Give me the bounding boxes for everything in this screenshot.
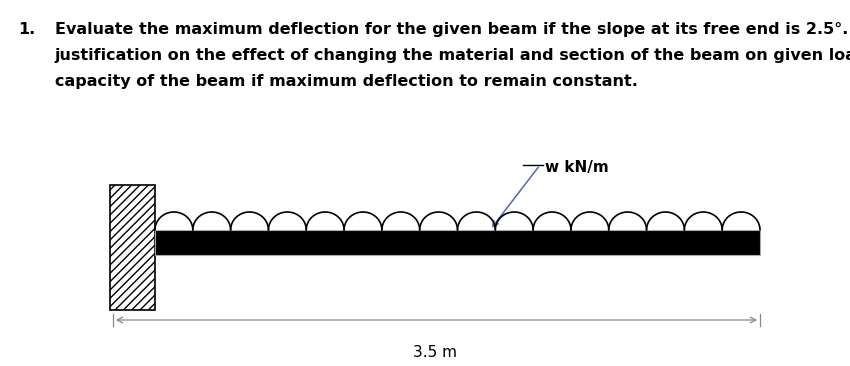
Bar xyxy=(110,185,155,310)
Text: w kN/m: w kN/m xyxy=(545,160,609,175)
Text: Evaluate the maximum deflection for the given beam if the slope at its free end : Evaluate the maximum deflection for the … xyxy=(55,22,850,37)
Text: 1.: 1. xyxy=(18,22,35,37)
Bar xyxy=(155,230,760,255)
Text: capacity of the beam if maximum deflection to remain constant.: capacity of the beam if maximum deflecti… xyxy=(55,74,638,89)
Text: justification on the effect of changing the material and section of the beam on : justification on the effect of changing … xyxy=(55,48,850,63)
Bar xyxy=(155,230,760,255)
Text: 3.5 m: 3.5 m xyxy=(413,345,457,360)
